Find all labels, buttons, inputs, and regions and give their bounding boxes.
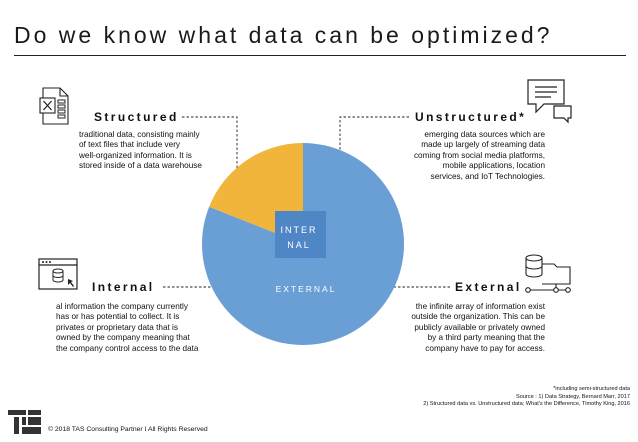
copyright-text: © 2018 TAS Consulting Partner I All Righ… xyxy=(48,426,208,433)
external-line: by a third party meaning that the xyxy=(427,333,545,343)
connector-unstructured xyxy=(339,116,409,180)
external-heading: External xyxy=(455,280,522,294)
title-divider xyxy=(14,55,626,56)
database-folder-network-icon xyxy=(525,254,571,293)
internal-line: privates or proprietary data that is xyxy=(56,322,178,332)
inner-label-line2: NAL xyxy=(287,240,311,250)
source-1: Source : 1) Data Strategy, Bernard Marr,… xyxy=(515,393,630,400)
unstructured-line: coming from social media platforms, xyxy=(413,150,545,160)
external-line: outside the organization. This can be xyxy=(411,312,545,322)
unstructured-line: made up largely of streaming data xyxy=(421,140,545,150)
chat-bubbles-icon xyxy=(527,79,572,124)
internal-line: owned by the company meaning that xyxy=(56,333,190,343)
unstructured-line: services, and IoT Technologies. xyxy=(430,171,545,181)
source-2: 2) Structured data vs. Unstructured data… xyxy=(423,401,630,408)
internal-description: al information the company currently has… xyxy=(56,302,198,354)
structured-line: traditional data, consisting mainly xyxy=(79,130,200,139)
structured-description: traditional data, consisting mainly of t… xyxy=(79,130,202,172)
structured-line: of text files that include very xyxy=(79,140,181,150)
structured-line: stored inside of a data warehouse xyxy=(79,161,202,171)
structured-heading: Structured xyxy=(94,110,179,124)
internal-line: has or has potential to collect. It is xyxy=(56,312,180,322)
connector-structured xyxy=(182,116,238,180)
structured-line: well-organized information. It is xyxy=(79,150,192,160)
external-description: the infinite array of information exist … xyxy=(411,302,545,354)
source-notes: *including semi-structured data Source :… xyxy=(423,386,630,409)
internal-heading: Internal xyxy=(92,280,155,294)
unstructured-line: emerging data sources which are xyxy=(424,130,545,139)
unstructured-heading: Unstructured* xyxy=(415,110,527,124)
external-line: company have to pay for access. xyxy=(425,343,545,353)
external-line: the infinite array of information exist xyxy=(415,302,545,311)
external-line: publicly available or privately owned xyxy=(414,322,545,332)
unstructured-description: emerging data sources which are made up … xyxy=(414,130,545,182)
unstructured-line: mobile applications, location xyxy=(442,161,545,171)
internal-box xyxy=(275,211,326,258)
inner-label-line1: INTER xyxy=(281,225,318,235)
browser-database-icon xyxy=(38,258,78,290)
internal-line: al information the company currently xyxy=(56,302,188,311)
company-logo-icon xyxy=(8,410,41,434)
footnote: *including semi-structured data xyxy=(553,386,630,392)
outer-label: EXTERNAL xyxy=(276,284,337,294)
page-title: Do we know what data can be optimized? xyxy=(14,22,553,48)
internal-line: the company control access to the data xyxy=(56,343,199,353)
excel-file-icon xyxy=(39,87,69,125)
